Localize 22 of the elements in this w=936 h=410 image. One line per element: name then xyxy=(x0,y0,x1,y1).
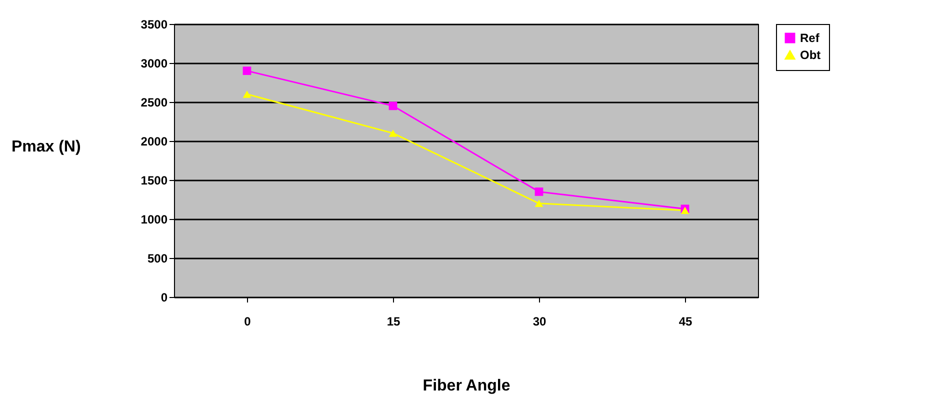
x-tick-label: 30 xyxy=(532,314,546,328)
point xyxy=(388,102,398,110)
y-axis-title: Pmax (N) xyxy=(11,138,81,156)
point xyxy=(534,188,544,196)
point xyxy=(242,90,252,98)
y-tick-label: 3000 xyxy=(140,56,168,70)
y-tick-label: 500 xyxy=(147,252,168,266)
x-tick-label: 45 xyxy=(678,314,692,328)
point xyxy=(242,66,252,75)
legend-label: Obt xyxy=(800,48,821,62)
legend-label: Ref xyxy=(800,31,820,45)
point xyxy=(388,130,398,137)
y-tick-label: 3500 xyxy=(140,18,168,32)
point xyxy=(534,200,544,208)
y-tick-label: 2500 xyxy=(140,96,168,110)
y-tick-label: 0 xyxy=(160,290,168,304)
y-tick-label: 1500 xyxy=(140,174,168,188)
x-axis-title: Fiber Angle xyxy=(422,378,510,394)
x-tick-label: 0 xyxy=(244,314,252,328)
y-tick-label: 2000 xyxy=(140,134,168,148)
y-tick-label: 1000 xyxy=(140,212,168,226)
x-tick-label: 15 xyxy=(386,314,400,328)
